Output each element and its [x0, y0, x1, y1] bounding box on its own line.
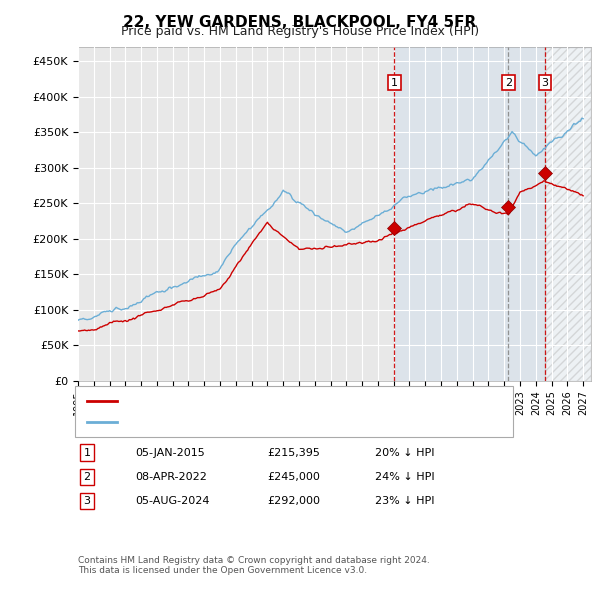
Text: 1: 1: [83, 448, 91, 457]
Text: 3: 3: [83, 496, 91, 506]
Text: £292,000: £292,000: [267, 496, 320, 506]
Text: HPI: Average price, detached house, Fylde: HPI: Average price, detached house, Fyld…: [123, 417, 343, 427]
Text: 22, YEW GARDENS, BLACKPOOL, FY4 5FR: 22, YEW GARDENS, BLACKPOOL, FY4 5FR: [124, 15, 476, 30]
Text: £245,000: £245,000: [267, 472, 320, 481]
Text: Contains HM Land Registry data © Crown copyright and database right 2024.
This d: Contains HM Land Registry data © Crown c…: [78, 556, 430, 575]
Text: 05-AUG-2024: 05-AUG-2024: [135, 496, 209, 506]
Text: 20% ↓ HPI: 20% ↓ HPI: [375, 448, 434, 457]
Text: £215,395: £215,395: [267, 448, 320, 457]
Text: 24% ↓ HPI: 24% ↓ HPI: [375, 472, 434, 481]
Bar: [394, 47, 591, 381]
Text: 23% ↓ HPI: 23% ↓ HPI: [375, 496, 434, 506]
Text: 2: 2: [83, 472, 91, 481]
Text: Price paid vs. HM Land Registry's House Price Index (HPI): Price paid vs. HM Land Registry's House …: [121, 25, 479, 38]
Polygon shape: [545, 47, 591, 381]
Text: 1: 1: [391, 78, 398, 88]
Text: 2: 2: [505, 78, 512, 88]
Text: 3: 3: [542, 78, 548, 88]
Text: 08-APR-2022: 08-APR-2022: [135, 472, 207, 481]
Text: 05-JAN-2015: 05-JAN-2015: [135, 448, 205, 457]
Text: 22, YEW GARDENS, BLACKPOOL, FY4 5FR (detached house): 22, YEW GARDENS, BLACKPOOL, FY4 5FR (det…: [123, 396, 433, 407]
